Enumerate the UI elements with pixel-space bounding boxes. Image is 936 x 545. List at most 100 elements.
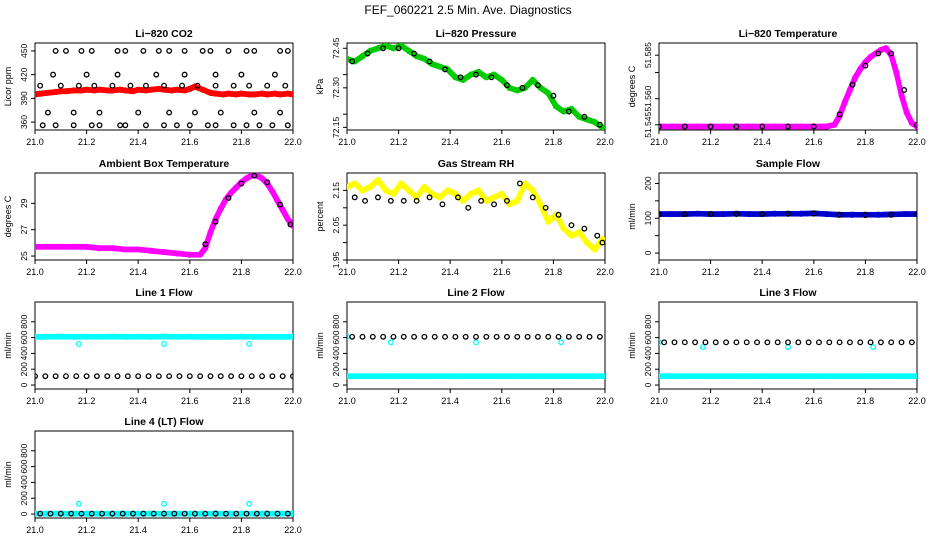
data-point (534, 82, 541, 89)
y-tick-label: 200 (331, 362, 341, 376)
data-point (576, 113, 583, 120)
data-point (109, 245, 116, 252)
data-point (225, 47, 232, 54)
data-point (114, 373, 121, 380)
data-point (258, 175, 266, 182)
data-point (754, 339, 760, 346)
data-point (472, 373, 480, 380)
x-tick-label: 21.6 (493, 267, 511, 277)
data-point (243, 175, 250, 182)
data-point (264, 179, 271, 186)
data-point (862, 212, 869, 219)
data-point (277, 333, 284, 340)
y-axis-label: percent (315, 201, 325, 232)
data-point (75, 500, 82, 507)
series (50, 71, 278, 78)
data-point (220, 91, 227, 98)
x-tick-label: 21.2 (390, 267, 408, 277)
series (35, 373, 293, 380)
data-point (882, 45, 890, 52)
data-point (349, 333, 356, 340)
data-point (75, 340, 82, 347)
data-points (347, 333, 605, 380)
data-points (347, 43, 605, 130)
x-tick-label: 21.6 (181, 525, 199, 535)
data-point (238, 373, 245, 380)
data-point (460, 373, 467, 380)
data-point (122, 87, 129, 94)
data-point (124, 373, 131, 380)
x-tick-label: 21.2 (78, 137, 96, 147)
data-point (545, 218, 552, 225)
data-point (733, 123, 740, 130)
data-point (212, 218, 219, 225)
data-point (202, 241, 209, 248)
data-point (284, 510, 291, 517)
data-point (135, 373, 142, 380)
data-point (44, 243, 52, 250)
data-point (70, 333, 77, 340)
data-point (395, 45, 402, 52)
data-point (243, 510, 250, 517)
data-point (467, 190, 474, 197)
data-point (122, 333, 129, 340)
data-point (114, 47, 121, 54)
data-point (400, 333, 407, 340)
x-tick-label: 22.0 (284, 267, 302, 277)
data-point (212, 82, 219, 89)
x-tick-label: 21.4 (441, 137, 459, 147)
data-point (485, 373, 492, 380)
chart-line-4-lt-flow: Line 4 (LT) Flow ml/min 21.0 21.2 21.4 21.6 21… (3, 416, 302, 535)
data-point (186, 122, 193, 129)
data-point (104, 87, 111, 94)
data-point (109, 510, 116, 517)
data-point (277, 91, 284, 98)
data-point (212, 510, 219, 517)
data-point (52, 47, 59, 54)
y-tick-label: 2.15 (331, 182, 341, 199)
series (347, 176, 605, 253)
data-point (173, 122, 180, 129)
chart-title: Line 2 Flow (447, 287, 505, 299)
data-point (359, 187, 366, 194)
data-point (694, 123, 701, 130)
data-point (117, 122, 124, 129)
data-point (202, 510, 209, 517)
data-point (759, 373, 766, 380)
x-tick-label: 21.4 (129, 137, 147, 147)
data-point (375, 194, 381, 201)
data-point (823, 210, 830, 218)
data-point (356, 373, 363, 380)
data-point (795, 339, 802, 346)
data-point (78, 510, 85, 517)
data-point (277, 201, 284, 208)
data-point (702, 339, 709, 346)
data-point (746, 373, 753, 380)
data-point (83, 86, 90, 93)
data-point (362, 197, 369, 204)
x-tick-label: 21.0 (26, 396, 44, 406)
x-tick-label: 21.6 (805, 396, 823, 406)
y-tick-label: 0 (19, 382, 29, 387)
data-point (774, 339, 781, 346)
x-tick-label: 21.0 (338, 267, 356, 277)
data-point (264, 82, 271, 89)
data-point (870, 344, 877, 351)
data-point (148, 247, 155, 254)
data-point (114, 71, 121, 78)
data-point (475, 187, 482, 194)
data-point (197, 251, 204, 258)
data-point (558, 339, 565, 346)
data-point (284, 122, 291, 129)
data-point (63, 373, 69, 380)
y-axis-label: ml/min (3, 461, 13, 488)
data-point (699, 344, 706, 351)
data-point (550, 92, 557, 99)
data-point (537, 201, 544, 208)
data-point (565, 333, 572, 340)
data-point (908, 339, 915, 346)
y-tick-label: 600 (19, 330, 29, 344)
data-point (88, 47, 95, 54)
data-point (78, 87, 85, 94)
x-tick-label: 21.0 (26, 137, 44, 147)
